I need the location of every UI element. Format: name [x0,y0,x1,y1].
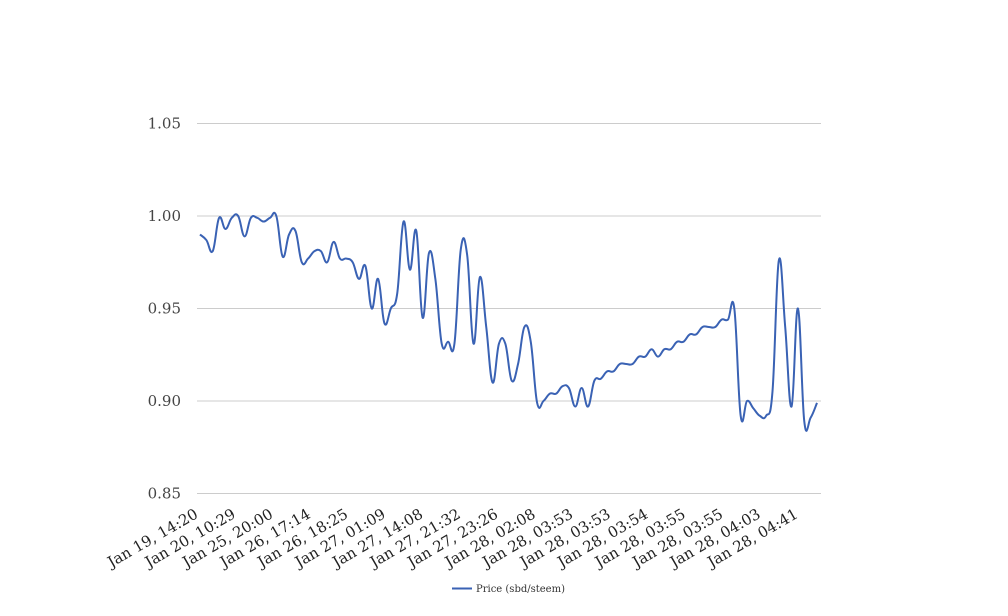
legend-label-price: Price (sbd/steem) [476,584,565,595]
series-layer [199,211,818,432]
y-tick-label: 0.90 [148,392,181,410]
y-axis-tick-labels: 0.85 0.90 0.95 1.00 1.05 [148,115,181,503]
gridlines [197,123,821,494]
series-line-price [199,211,818,432]
y-tick-label: 1.00 [148,207,181,225]
legend[interactable]: Price (sbd/steem) [452,584,565,595]
y-tick-label: 0.95 [148,300,181,318]
y-tick-label: 0.85 [148,485,181,503]
y-tick-label: 1.05 [148,115,181,133]
